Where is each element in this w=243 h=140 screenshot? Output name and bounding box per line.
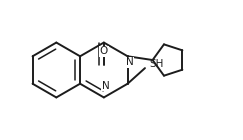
Text: O: O: [100, 46, 108, 56]
Text: N: N: [102, 81, 110, 91]
Text: N: N: [126, 57, 133, 67]
Text: SH: SH: [150, 59, 164, 69]
